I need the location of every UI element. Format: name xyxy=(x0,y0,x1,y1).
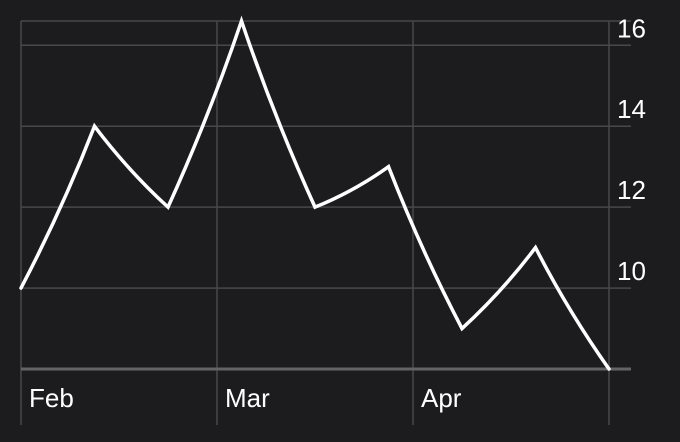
y-tick-label: 10 xyxy=(617,256,646,286)
x-axis-tick-labels: Feb Mar Apr xyxy=(29,383,462,413)
y-tick-label: 12 xyxy=(617,175,646,205)
x-tick-label: Mar xyxy=(225,383,270,413)
series-line xyxy=(19,15,611,371)
y-axis-tick-labels: 10 12 14 16 xyxy=(617,13,646,286)
y-tick-label: 14 xyxy=(617,94,646,124)
chart-series xyxy=(19,15,611,371)
x-tick-label: Apr xyxy=(421,383,462,413)
y-tick-label: 16 xyxy=(617,13,646,43)
chart-grid xyxy=(20,20,631,425)
x-tick-label: Feb xyxy=(29,383,74,413)
